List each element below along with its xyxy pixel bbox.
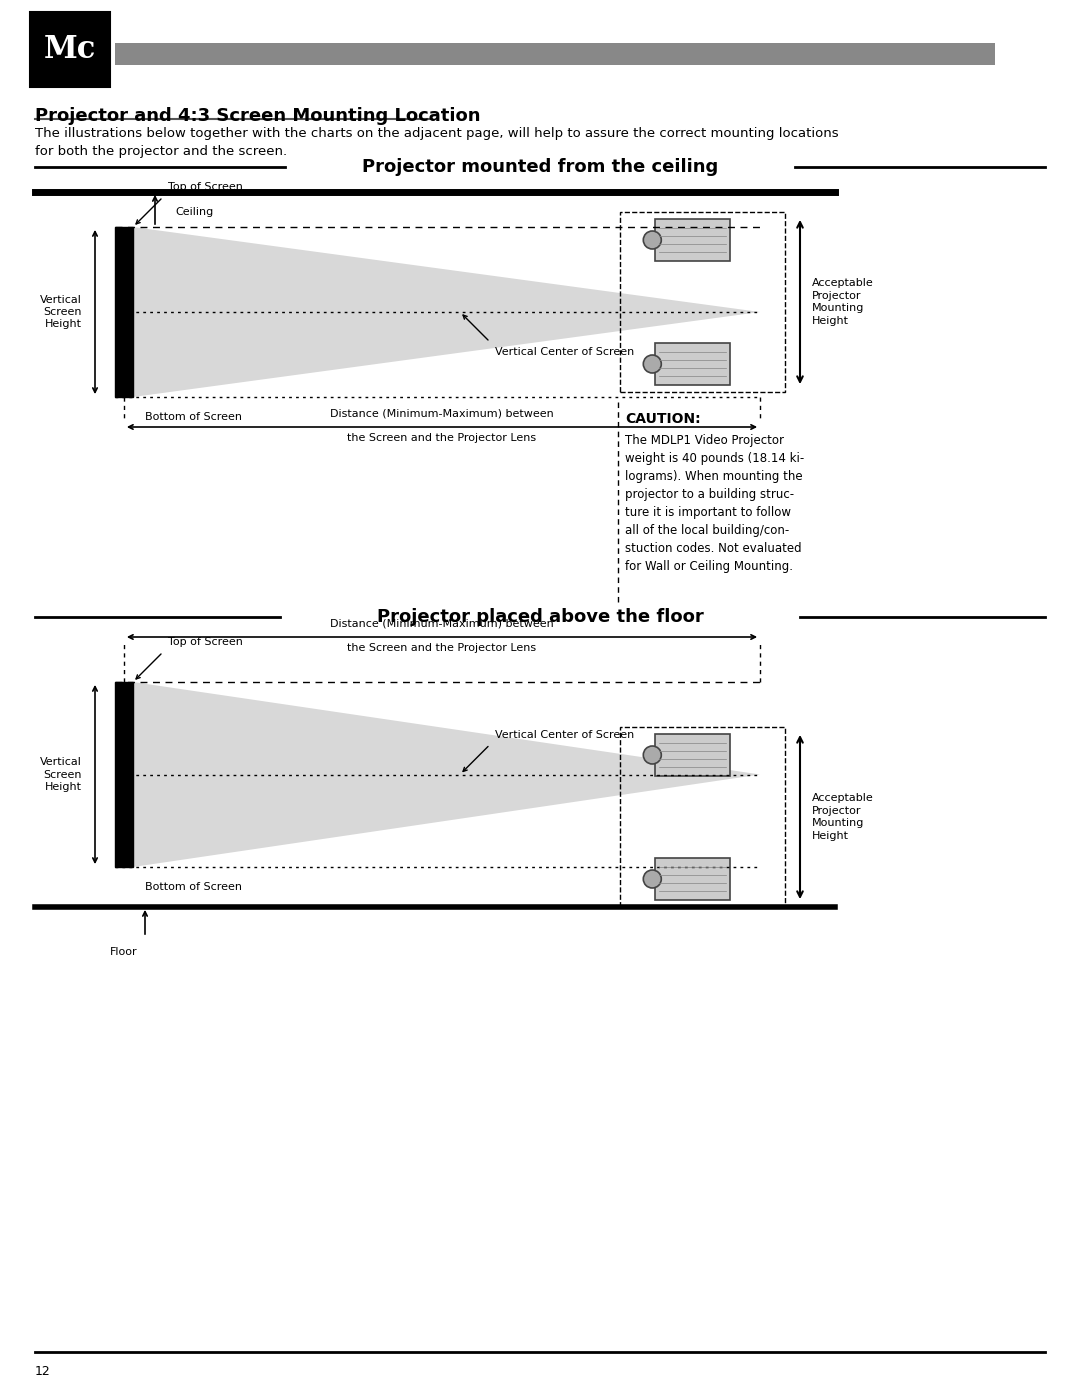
Text: Distance (Minimum-Maximum) between: Distance (Minimum-Maximum) between — [330, 619, 554, 629]
Bar — [654, 858, 730, 900]
Bar — [654, 344, 730, 384]
Text: Projector mounted from the ceiling: Projector mounted from the ceiling — [362, 158, 718, 176]
Circle shape — [644, 231, 661, 249]
Text: The illustrations below together with the charts on the adjacent page, will help: The illustrations below together with th… — [35, 127, 839, 158]
Text: Acceptable
Projector
Mounting
Height: Acceptable Projector Mounting Height — [812, 278, 874, 326]
Bar — [654, 219, 730, 261]
Text: Vertical Center of Screen: Vertical Center of Screen — [495, 346, 634, 358]
Bar — [114, 682, 133, 868]
Text: Bottom of Screen: Bottom of Screen — [145, 882, 242, 893]
Text: the Screen and the Projector Lens: the Screen and the Projector Lens — [348, 433, 537, 443]
Text: 12: 12 — [35, 1365, 51, 1377]
Text: Floor: Floor — [110, 947, 137, 957]
Bar — [620, 212, 785, 393]
Text: Vertical Center of Screen: Vertical Center of Screen — [495, 729, 634, 739]
Bar — [620, 726, 785, 907]
Bar — [114, 43, 995, 66]
Polygon shape — [133, 226, 760, 397]
Bar — [30, 13, 110, 87]
Text: Vertical
Screen
Height: Vertical Screen Height — [40, 757, 82, 792]
Text: Top of Screen: Top of Screen — [168, 182, 243, 191]
Text: Distance (Minimum-Maximum) between: Distance (Minimum-Maximum) between — [330, 409, 554, 419]
Text: the Screen and the Projector Lens: the Screen and the Projector Lens — [348, 643, 537, 652]
Bar — [114, 226, 133, 397]
Text: Vertical
Screen
Height: Vertical Screen Height — [40, 295, 82, 330]
Circle shape — [644, 746, 661, 764]
Text: Ceiling: Ceiling — [175, 207, 213, 217]
Circle shape — [644, 355, 661, 373]
Polygon shape — [133, 682, 760, 868]
Text: Projector placed above the floor: Projector placed above the floor — [377, 608, 703, 626]
Text: Mc: Mc — [44, 34, 96, 66]
Text: Top of Screen: Top of Screen — [168, 637, 243, 647]
Text: Projector and 4:3 Screen Mounting Location: Projector and 4:3 Screen Mounting Locati… — [35, 108, 481, 124]
Text: Acceptable
Projector
Mounting
Height: Acceptable Projector Mounting Height — [812, 793, 874, 841]
Text: The MDLP1 Video Projector
weight is 40 pounds (18.14 ki-
lograms). When mounting: The MDLP1 Video Projector weight is 40 p… — [625, 434, 805, 573]
Text: Bottom of Screen: Bottom of Screen — [145, 412, 242, 422]
Circle shape — [644, 870, 661, 888]
Text: CAUTION:: CAUTION: — [625, 412, 701, 426]
Bar — [654, 735, 730, 775]
